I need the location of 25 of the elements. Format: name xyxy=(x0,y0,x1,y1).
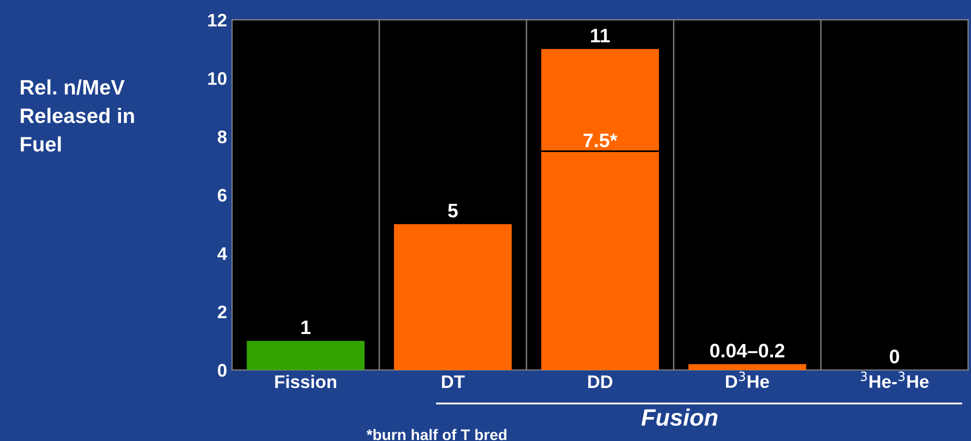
text: *burn half of T bred xyxy=(366,428,506,440)
text: Fusion xyxy=(641,408,718,426)
y-tick-label: 8 xyxy=(218,130,227,144)
y-tick-label: 0 xyxy=(218,364,226,377)
ref-line-label: 7.5* xyxy=(584,134,618,148)
x-tick-label: DD xyxy=(588,376,612,388)
y-tick-label: 6 xyxy=(218,188,227,202)
y-tick-label: 10 xyxy=(208,72,226,85)
x-tick-label: Fission xyxy=(275,374,336,388)
data-label: 0 xyxy=(890,350,900,364)
bar xyxy=(246,340,365,370)
x-tick-label: DT xyxy=(442,376,465,388)
y-tick-label: 12 xyxy=(208,14,226,26)
y-tick-label: 2 xyxy=(218,306,226,318)
x-tick-label: $^{3}$He-$^{3}$He xyxy=(860,372,929,388)
bar xyxy=(394,224,512,370)
x-tick-label: D$^{3}$He xyxy=(726,372,770,388)
data-label: 11 xyxy=(591,28,610,42)
data-label: 1 xyxy=(301,320,311,334)
y-axis-title: Rel. n/MeV Released in Fuel xyxy=(20,79,134,152)
y-tick-label: 4 xyxy=(217,247,228,260)
bar xyxy=(541,49,659,370)
bar xyxy=(688,364,806,370)
data-label: 0.04–0.2 xyxy=(710,344,784,358)
data-label: 5 xyxy=(448,204,458,218)
